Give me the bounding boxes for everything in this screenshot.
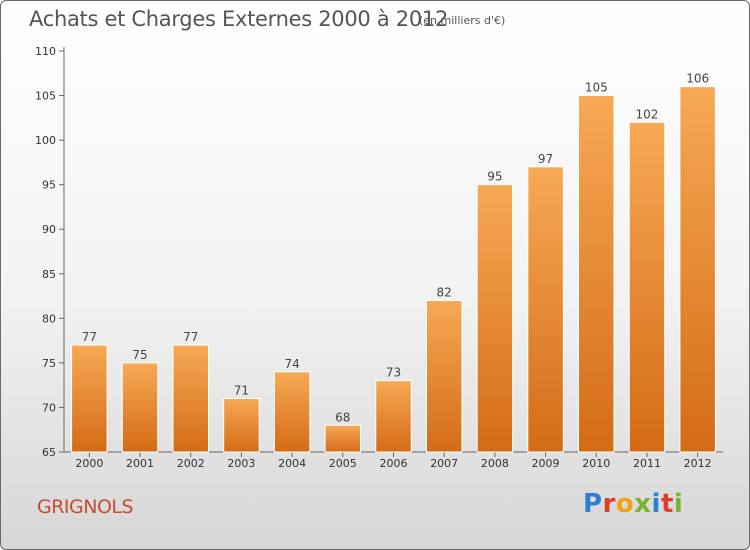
bar-2005 <box>324 424 362 453</box>
y-tick-label: 95 <box>42 179 56 192</box>
bar-2004 <box>273 371 311 453</box>
value-label-2010: 105 <box>585 81 608 95</box>
y-tick-label: 75 <box>42 357 56 370</box>
bar-2007 <box>425 300 463 453</box>
x-tick-label-2002: 2002 <box>177 457 205 470</box>
x-tick-label-2001: 2001 <box>126 457 154 470</box>
value-label-2007: 82 <box>437 286 452 300</box>
value-label-2008: 95 <box>487 170 502 184</box>
x-tick-label-2007: 2007 <box>430 457 458 470</box>
x-tick-label-2010: 2010 <box>582 457 610 470</box>
x-tick-label-2009: 2009 <box>532 457 560 470</box>
proxiti-logo[interactable]: Proxiti <box>583 489 683 519</box>
axes: 65 70 75 80 85 90 95 100 105 110 2000 2001 2002 2003 2… <box>35 45 723 470</box>
y-tick-label: 85 <box>42 268 56 281</box>
value-label-2005: 68 <box>335 410 350 424</box>
value-label-2006: 73 <box>386 366 401 380</box>
value-label-2001: 75 <box>132 348 147 362</box>
x-tick-label-2003: 2003 <box>227 457 255 470</box>
logo-letter: o <box>615 489 635 519</box>
y-tick-label: 100 <box>35 134 56 147</box>
value-label-2002: 77 <box>183 330 198 344</box>
logo-letter: P <box>583 489 603 519</box>
logo-letter: t <box>660 489 674 519</box>
commune-name: GRIGNOLS <box>37 496 134 518</box>
bar-2006 <box>375 380 412 453</box>
y-tick-label: 65 <box>42 446 56 459</box>
value-label-2011: 102 <box>636 107 659 121</box>
x-tick-label-2005: 2005 <box>329 457 357 470</box>
y-tick-label: 70 <box>42 401 56 414</box>
x-tick-label-2012: 2012 <box>684 457 712 470</box>
value-label-2000: 77 <box>82 330 97 344</box>
logo-letter: r <box>602 489 616 519</box>
x-tick-label-2004: 2004 <box>278 457 306 470</box>
y-tick-label: 90 <box>42 223 56 236</box>
bar-2000 <box>71 344 108 453</box>
x-tick-label-2006: 2006 <box>380 457 408 470</box>
chart-unit: (en milliers d'€) <box>419 14 506 27</box>
bar-2001 <box>121 362 159 453</box>
bar-2008 <box>476 184 514 453</box>
y-tick-label: 110 <box>35 45 56 58</box>
bar-2003 <box>223 398 260 453</box>
y-tick-label: 80 <box>42 312 56 325</box>
y-tick-label: 105 <box>35 90 56 103</box>
value-label-2004: 74 <box>284 357 299 371</box>
bar-2010 <box>578 95 615 453</box>
logo-letter: x <box>634 489 652 519</box>
x-tick-label-2011: 2011 <box>633 457 661 470</box>
bar-2002 <box>172 344 209 453</box>
value-label-2012: 106 <box>686 72 709 86</box>
value-label-2009: 97 <box>538 152 553 166</box>
x-tick-label-2000: 2000 <box>75 457 103 470</box>
logo-letter: i <box>673 489 684 519</box>
logo-letter: i <box>651 489 661 519</box>
bar-2012 <box>679 86 716 453</box>
bar-2009 <box>527 166 564 453</box>
x-tick-label-2008: 2008 <box>481 457 509 470</box>
value-label-2003: 71 <box>234 384 249 398</box>
bar-2011 <box>628 121 666 453</box>
bars: 77 75 77 71 74 68 73 82 95 97 105 102 106 <box>71 72 716 453</box>
chart-title: Achats et Charges Externes 2000 à 2012 <box>29 7 449 31</box>
